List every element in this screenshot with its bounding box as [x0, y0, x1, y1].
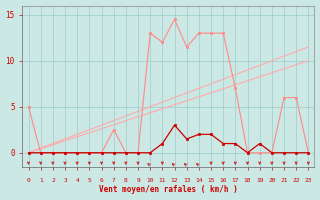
X-axis label: Vent moyen/en rafales ( km/h ): Vent moyen/en rafales ( km/h ) — [99, 185, 238, 194]
